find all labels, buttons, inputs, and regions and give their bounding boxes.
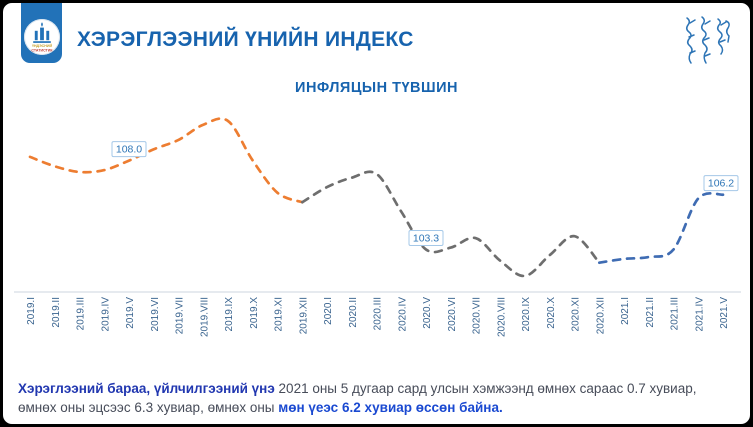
x-tick-label: 2020.XII xyxy=(595,297,606,334)
x-tick-label: 2019.VI xyxy=(150,297,161,331)
summary-bold-tail: мөн үеэс 6.2 хувиар өссөн байна. xyxy=(278,399,503,415)
x-tick-label: 2021.IV xyxy=(694,297,705,332)
page-title: ХЭРЭГЛЭЭНИЙ ҮНИЙН ИНДЕКС xyxy=(77,28,414,51)
logo-tab: ҮНДЭСНИЙ СТАТИСТИК xyxy=(21,3,62,63)
data-label-box xyxy=(111,141,147,158)
x-tick-label: 2019.V xyxy=(125,297,136,329)
x-tick-label: 2019.IV xyxy=(100,297,111,332)
nso-logo: ҮНДЭСНИЙ СТАТИСТИК xyxy=(23,19,60,55)
x-tick-label: 2020.V xyxy=(422,297,433,329)
x-tick-label: 2020.VIII xyxy=(496,297,507,337)
x-tick-label: 2019.IX xyxy=(224,297,235,332)
x-tick-label: 2019.VIII xyxy=(199,297,210,337)
x-tick-label: 2020.VII xyxy=(472,297,483,334)
x-tick-label: 2019.X xyxy=(249,297,260,329)
x-tick-label: 2019.XII xyxy=(298,297,309,334)
series-segment-2019 xyxy=(28,117,304,204)
data-label-box xyxy=(703,175,739,192)
data-label-box xyxy=(408,229,444,246)
x-tick-label: 2021.V xyxy=(719,297,730,329)
x-tick-label: 2020.IV xyxy=(397,297,408,332)
x-tick-label: 2020.VI xyxy=(447,297,458,331)
x-tick-label: 2020.XI xyxy=(571,297,582,331)
summary-body: 2021 оны 5 дугаар сард улсын хэмжээнд өм… xyxy=(18,380,697,415)
x-tick-label: 2019.III xyxy=(76,297,87,330)
x-tick-label: 2020.I xyxy=(323,297,334,325)
x-tick-label: 2019.II xyxy=(51,297,62,328)
chart-title: ИНФЛЯЦЫН ТҮВШИН xyxy=(295,80,458,96)
x-tick-label: 2021.I xyxy=(620,297,631,325)
series-segment-2020 xyxy=(300,170,601,278)
data-label: 108.0 xyxy=(116,144,142,156)
x-tick-label: 2020.IX xyxy=(521,297,532,332)
x-tick-label: 2021.II xyxy=(645,297,656,328)
x-tick-label: 2020.X xyxy=(546,297,557,329)
x-tick-label: 2019.I xyxy=(26,297,37,325)
x-tick-label: 2019.XI xyxy=(274,297,285,331)
x-tick-label: 2020.III xyxy=(373,297,384,330)
logo-text-1: ҮНДЭСНИЙ xyxy=(31,44,51,48)
flame-icon xyxy=(40,22,43,27)
x-tick-label: 2019.VII xyxy=(175,297,186,334)
x-tick-label: 2020.II xyxy=(348,297,359,328)
mongolian-script-decoration xyxy=(680,15,732,76)
nso-emblem-icon: ҮНДЭСНИЙ СТАТИСТИК xyxy=(31,22,53,52)
data-label: 106.2 xyxy=(708,178,734,190)
x-tick-label: 2021.III xyxy=(670,297,681,330)
series-segment-2021 xyxy=(597,192,725,265)
summary-bold-lead: Хэрэглээний бараа, үйлчилгээний үнэ xyxy=(18,380,275,396)
summary-text: Хэрэглээний бараа, үйлчилгээний үнэ 2021… xyxy=(18,379,736,418)
data-label: 103.3 xyxy=(413,232,439,244)
logo-text-2: СТАТИСТИК xyxy=(31,48,53,52)
